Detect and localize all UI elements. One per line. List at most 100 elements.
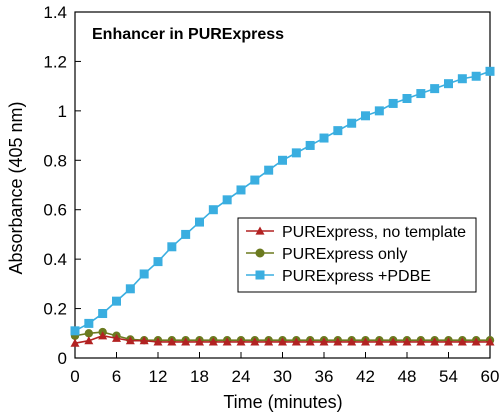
data-point xyxy=(444,337,453,346)
data-point xyxy=(208,205,218,215)
data-point xyxy=(416,337,426,346)
data-point xyxy=(430,84,440,94)
legend-items: PURExpress, no template PURExpress only PU… xyxy=(246,224,466,285)
y-tick-label: 1.4 xyxy=(43,3,67,22)
data-point xyxy=(98,331,108,340)
data-point xyxy=(264,165,274,175)
y-tick-label: 0.8 xyxy=(43,151,67,170)
x-tick-label: 18 xyxy=(190,367,209,386)
legend-entry: PURExpress +PDBE xyxy=(246,268,431,285)
data-point xyxy=(195,337,204,346)
data-point xyxy=(153,257,163,267)
data-point xyxy=(236,337,246,346)
data-point xyxy=(361,337,370,346)
x-tick-label: 36 xyxy=(315,367,334,386)
chart-title: Enhancer in PURExpress xyxy=(92,26,284,43)
data-point xyxy=(167,242,177,252)
data-point xyxy=(457,74,467,84)
legend-entry: PURExpress only xyxy=(246,246,407,263)
data-point xyxy=(305,337,315,346)
data-point xyxy=(181,337,191,346)
data-point xyxy=(84,318,94,328)
data-point xyxy=(250,337,260,346)
data-point xyxy=(139,336,149,345)
x-tick-label: 54 xyxy=(439,367,458,386)
data-point xyxy=(347,337,357,346)
data-point xyxy=(125,336,135,345)
data-point xyxy=(305,140,315,150)
x-tick-label: 30 xyxy=(273,367,292,386)
axes-layer: 0 6 12 18 24 30 36 42 48 54 60 0 0.2 0.4 0.6 0.8 1 1.2 1.4 xyxy=(43,3,499,386)
data-point xyxy=(347,118,357,128)
y-tick-label: 0 xyxy=(58,349,67,368)
x-tick-label: 48 xyxy=(398,367,417,386)
data-point xyxy=(319,337,329,346)
series-layer xyxy=(70,66,495,347)
data-point xyxy=(153,337,163,346)
y-tick-label: 0.6 xyxy=(43,201,67,220)
data-point xyxy=(236,185,246,195)
data-point xyxy=(112,296,121,306)
y-tick-label: 0.4 xyxy=(43,250,67,269)
data-point xyxy=(70,338,80,347)
data-point xyxy=(291,337,301,346)
data-point xyxy=(208,337,218,346)
data-point xyxy=(278,337,287,346)
data-point xyxy=(485,337,495,346)
data-point xyxy=(222,337,232,346)
data-point xyxy=(457,337,467,346)
data-point xyxy=(291,148,301,158)
data-point xyxy=(70,326,80,336)
legend-marker xyxy=(255,270,265,280)
data-point xyxy=(195,217,204,227)
data-point xyxy=(374,337,384,346)
data-point xyxy=(125,284,135,294)
x-tick-label: 6 xyxy=(112,367,121,386)
data-point xyxy=(181,229,191,239)
legend-marker xyxy=(255,248,265,258)
data-point xyxy=(319,133,329,143)
data-point xyxy=(430,337,440,346)
legend-marker xyxy=(255,226,265,235)
data-point xyxy=(167,337,177,346)
data-point xyxy=(402,94,412,103)
data-point xyxy=(361,111,370,121)
x-tick-label: 24 xyxy=(232,367,251,386)
x-axis-title: Time (minutes) xyxy=(223,392,342,412)
data-point xyxy=(333,337,343,346)
data-point xyxy=(471,337,481,346)
series-square xyxy=(70,66,495,336)
data-point xyxy=(84,329,94,338)
x-tick-label: 0 xyxy=(70,367,79,386)
plot-frame xyxy=(74,11,491,359)
data-point xyxy=(84,336,94,345)
data-point xyxy=(471,71,481,81)
data-point xyxy=(402,337,412,346)
legend-entry: PURExpress, no template xyxy=(246,224,466,241)
legend-label: PURExpress +PDBE xyxy=(282,268,431,285)
data-point xyxy=(485,66,495,76)
y-axis-title: Absorbance (405 nm) xyxy=(6,101,26,274)
data-point xyxy=(388,337,398,346)
data-point xyxy=(444,79,453,89)
data-point xyxy=(333,126,343,136)
data-point xyxy=(250,175,260,185)
data-point xyxy=(98,309,108,319)
x-tick-label: 60 xyxy=(481,367,500,386)
y-tick-label: 1 xyxy=(58,102,67,121)
data-point xyxy=(112,333,121,342)
x-tick-label: 12 xyxy=(149,367,168,386)
series-triangle xyxy=(70,331,495,347)
legend-label: PURExpress, no template xyxy=(282,224,466,241)
legend: PURExpress, no template PURExpress only PU… xyxy=(237,217,477,293)
data-point xyxy=(374,106,384,116)
legend-label: PURExpress only xyxy=(282,246,407,263)
data-point xyxy=(416,89,426,99)
y-tick-label: 1.2 xyxy=(43,52,67,71)
data-point xyxy=(139,269,149,279)
legend-box xyxy=(237,217,477,293)
data-point xyxy=(222,195,232,205)
data-point xyxy=(264,337,274,346)
data-point xyxy=(388,98,398,108)
